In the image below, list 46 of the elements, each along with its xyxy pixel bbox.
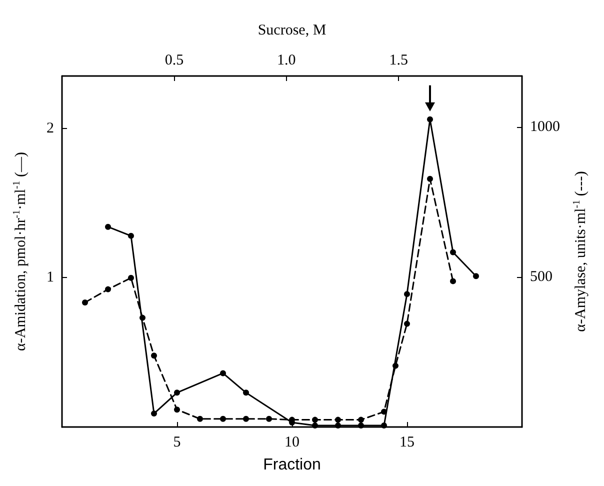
x-tick-label: 10	[284, 434, 300, 450]
point	[404, 320, 410, 327]
point	[220, 416, 226, 422]
y-tick-label: 1	[46, 270, 54, 286]
point	[105, 286, 111, 292]
point	[381, 408, 387, 415]
point	[335, 422, 341, 429]
point	[450, 249, 456, 256]
y2-tick-label: 500	[530, 269, 552, 285]
y-tick-label: 2	[46, 120, 54, 136]
point	[358, 416, 364, 423]
point	[381, 422, 387, 429]
point	[151, 410, 157, 417]
x2-tick-label: 1.5	[389, 52, 408, 68]
point	[473, 273, 479, 280]
point	[174, 406, 180, 413]
point	[312, 416, 318, 423]
y2-axis-title: α-Amylase, units·ml-1 (---)	[572, 171, 589, 332]
y2-tick-label: 1000	[530, 119, 560, 135]
point	[450, 278, 456, 284]
point	[312, 422, 318, 429]
point	[358, 422, 364, 429]
y-axis-title: α-Amidation, pmol·hr-1·ml-1 (—)	[12, 152, 29, 352]
point	[243, 416, 249, 422]
point	[140, 314, 146, 321]
point	[128, 232, 134, 239]
point	[266, 416, 272, 422]
x2-tick-label: 0.5	[164, 52, 184, 68]
point	[427, 116, 433, 122]
x2-tick-label: 1.0	[277, 52, 296, 68]
x-axis-title: Fraction	[263, 456, 321, 474]
point	[105, 224, 111, 230]
x-tick-label: 5	[173, 434, 181, 450]
point	[392, 362, 398, 369]
point	[128, 274, 134, 281]
point	[404, 291, 410, 298]
x2-axis-title: Sucrose, M	[258, 22, 326, 38]
point	[427, 176, 433, 182]
x-tick-label: 15	[400, 434, 414, 450]
point	[335, 416, 341, 423]
point	[82, 300, 88, 306]
point	[151, 352, 157, 359]
point	[174, 390, 180, 396]
point	[243, 390, 249, 396]
point	[220, 370, 226, 376]
point	[197, 416, 203, 422]
